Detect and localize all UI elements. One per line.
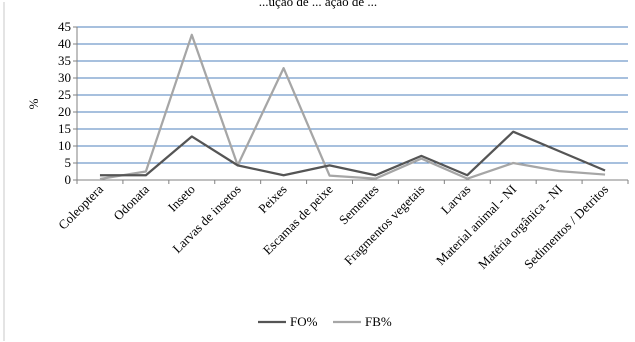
y-axis-label: % [26, 98, 41, 109]
series-line-fo [99, 130, 606, 177]
gridlines [77, 26, 628, 164]
category-label: Odonata [110, 181, 152, 223]
category-label: Material animal - NI [433, 182, 519, 268]
y-tick-label: 30 [58, 70, 71, 85]
category-label: Matéria orgânica - NI [475, 182, 565, 272]
y-tick-label: 15 [58, 121, 71, 136]
axes [76, 27, 628, 181]
y-tick-label: 45 [58, 19, 71, 34]
y-tick-label: 0 [65, 172, 72, 187]
legend: FO% FB% [258, 314, 392, 329]
category-label: Fragmentos vegetais [341, 182, 427, 268]
y-axis-ticks: 0 5 10 15 20 25 30 35 40 45 [58, 19, 77, 187]
series-layer [99, 33, 606, 181]
category-label: Larvas [438, 182, 474, 218]
category-label: Coleoptera [55, 181, 106, 232]
legend-label-fb: FB% [365, 314, 392, 329]
y-tick-label: 5 [65, 155, 72, 170]
y-tick-label: 35 [58, 53, 71, 68]
y-tick-label: 25 [58, 87, 71, 102]
category-label: Inseto [165, 182, 198, 215]
category-label: Sementes [336, 182, 382, 228]
y-tick-label: 20 [58, 104, 71, 119]
legend-label-fo: FO% [290, 314, 318, 329]
category-label: Peixes [255, 182, 290, 217]
y-tick-label: 40 [58, 36, 71, 51]
chart-title: ...ução de ... ação de ... [259, 0, 377, 9]
category-label: Sedimentos / Detritos [521, 182, 611, 272]
y-tick-label: 10 [58, 138, 71, 153]
series-line-fb [99, 33, 606, 181]
